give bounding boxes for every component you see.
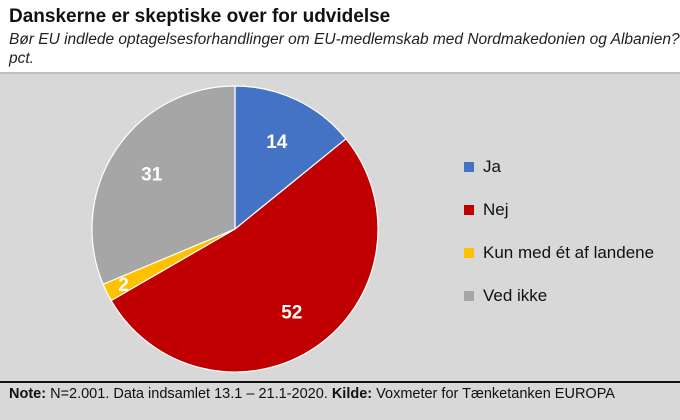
legend-item: Ved ikke	[464, 285, 654, 307]
legend-label: Nej	[483, 200, 509, 219]
pie-slice-2	[110, 137, 379, 373]
legend-swatch	[464, 248, 474, 258]
footnote: Note: N=2.001. Data indsamlet 13.1 – 21.…	[9, 386, 680, 402]
pie-slice-1	[234, 85, 347, 231]
note-label: Note:	[9, 386, 47, 402]
title-divider	[0, 72, 680, 74]
note-text: N=2.001. Data indsamlet 13.1 – 21.1-2020…	[46, 386, 332, 402]
legend-swatch	[464, 205, 474, 215]
pie-slice-value-label: 31	[141, 165, 163, 186]
chart-title: Danskerne er skeptiske over for udvidels…	[9, 6, 391, 27]
title-block: Danskerne er skeptiske over for udvidels…	[0, 0, 680, 72]
legend-swatch	[464, 291, 474, 301]
source-text: Voxmeter for Tænketanken EUROPA	[372, 386, 615, 402]
legend-item: Ja	[464, 156, 654, 178]
pie-slice-value-label: 52	[281, 303, 302, 324]
note-divider	[0, 381, 680, 383]
legend-swatch	[464, 162, 474, 172]
legend-label: Ja	[483, 157, 501, 176]
legend-label: Ved ikke	[483, 286, 548, 305]
source-label: Kilde:	[331, 386, 373, 402]
pie-slice-value-label: 14	[266, 132, 288, 153]
pie-slice-value-label: 2	[118, 275, 129, 296]
legend-label: Kun med ét af landene	[483, 243, 655, 262]
pie-chart: 14 52 2 31	[91, 85, 379, 373]
legend-item: Nej	[464, 199, 654, 221]
legend: Ja Nej Kun med ét af landene Ved ikke	[464, 156, 654, 328]
legend-item: Kun med ét af landene	[464, 242, 654, 264]
chart-subtitle: Bør EU indlede optagelsesforhandlinger o…	[9, 31, 680, 67]
pie-slice-4	[91, 85, 236, 286]
